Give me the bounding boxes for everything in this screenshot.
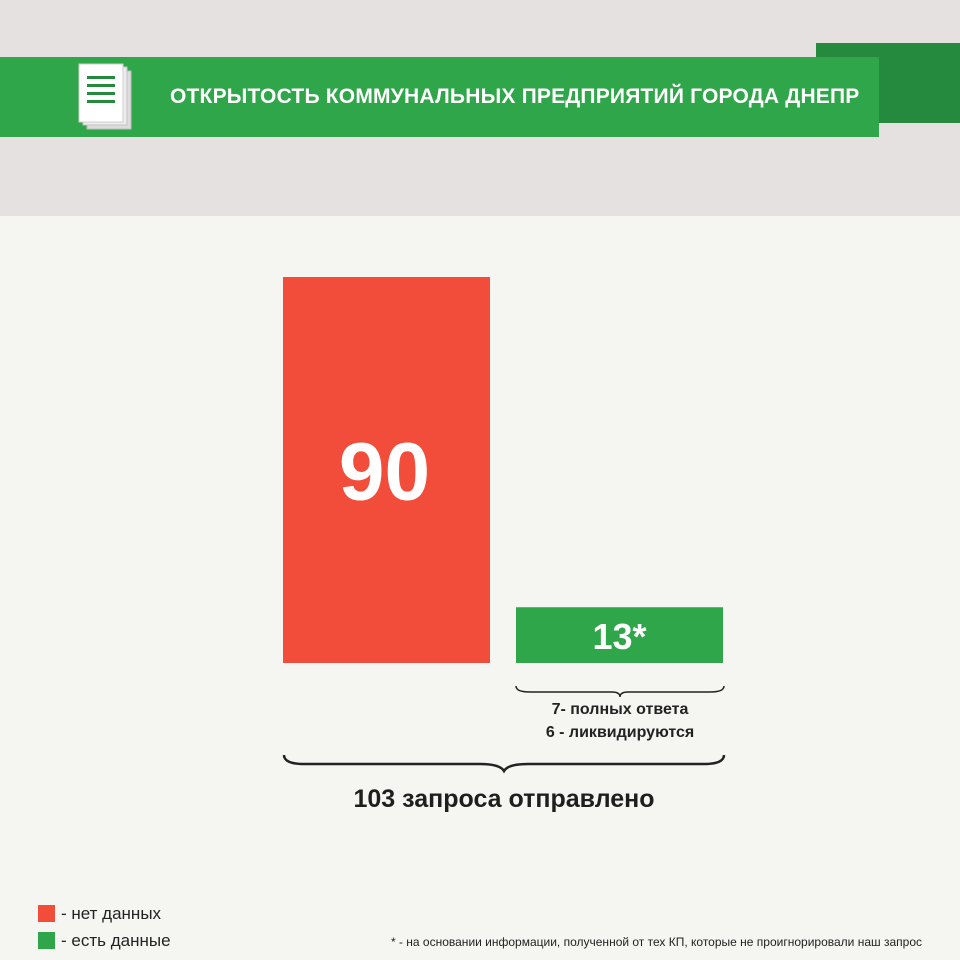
sub-brace bbox=[515, 685, 725, 698]
legend-swatch-has-data bbox=[38, 932, 55, 949]
legend-swatch-no-data bbox=[38, 905, 55, 922]
bar-has-data bbox=[516, 607, 723, 663]
page-title: ОТКРЫТОСТЬ КОММУНАЛЬНЫХ ПРЕДПРИЯТИЙ ГОРО… bbox=[170, 85, 860, 108]
sub-brace-line-2: 6 - ликвидируются bbox=[545, 724, 695, 741]
legend-label-no-data: - нет данных bbox=[61, 904, 162, 923]
sub-brace-line-1: 7- полных ответа bbox=[551, 701, 689, 718]
title-ribbon bbox=[0, 57, 879, 137]
bar-no-data bbox=[283, 277, 490, 663]
document-icon bbox=[78, 63, 132, 130]
bar-has-data-value-label: 13* bbox=[592, 616, 646, 657]
footnote: * - на основании информации, полученной … bbox=[390, 935, 922, 949]
bar-no-data-value-label: 90 bbox=[339, 427, 430, 518]
total-requests-label: 103 запроса отправлено bbox=[353, 785, 655, 813]
legend-label-has-data: - есть данные bbox=[61, 931, 171, 950]
total-brace bbox=[282, 754, 726, 774]
